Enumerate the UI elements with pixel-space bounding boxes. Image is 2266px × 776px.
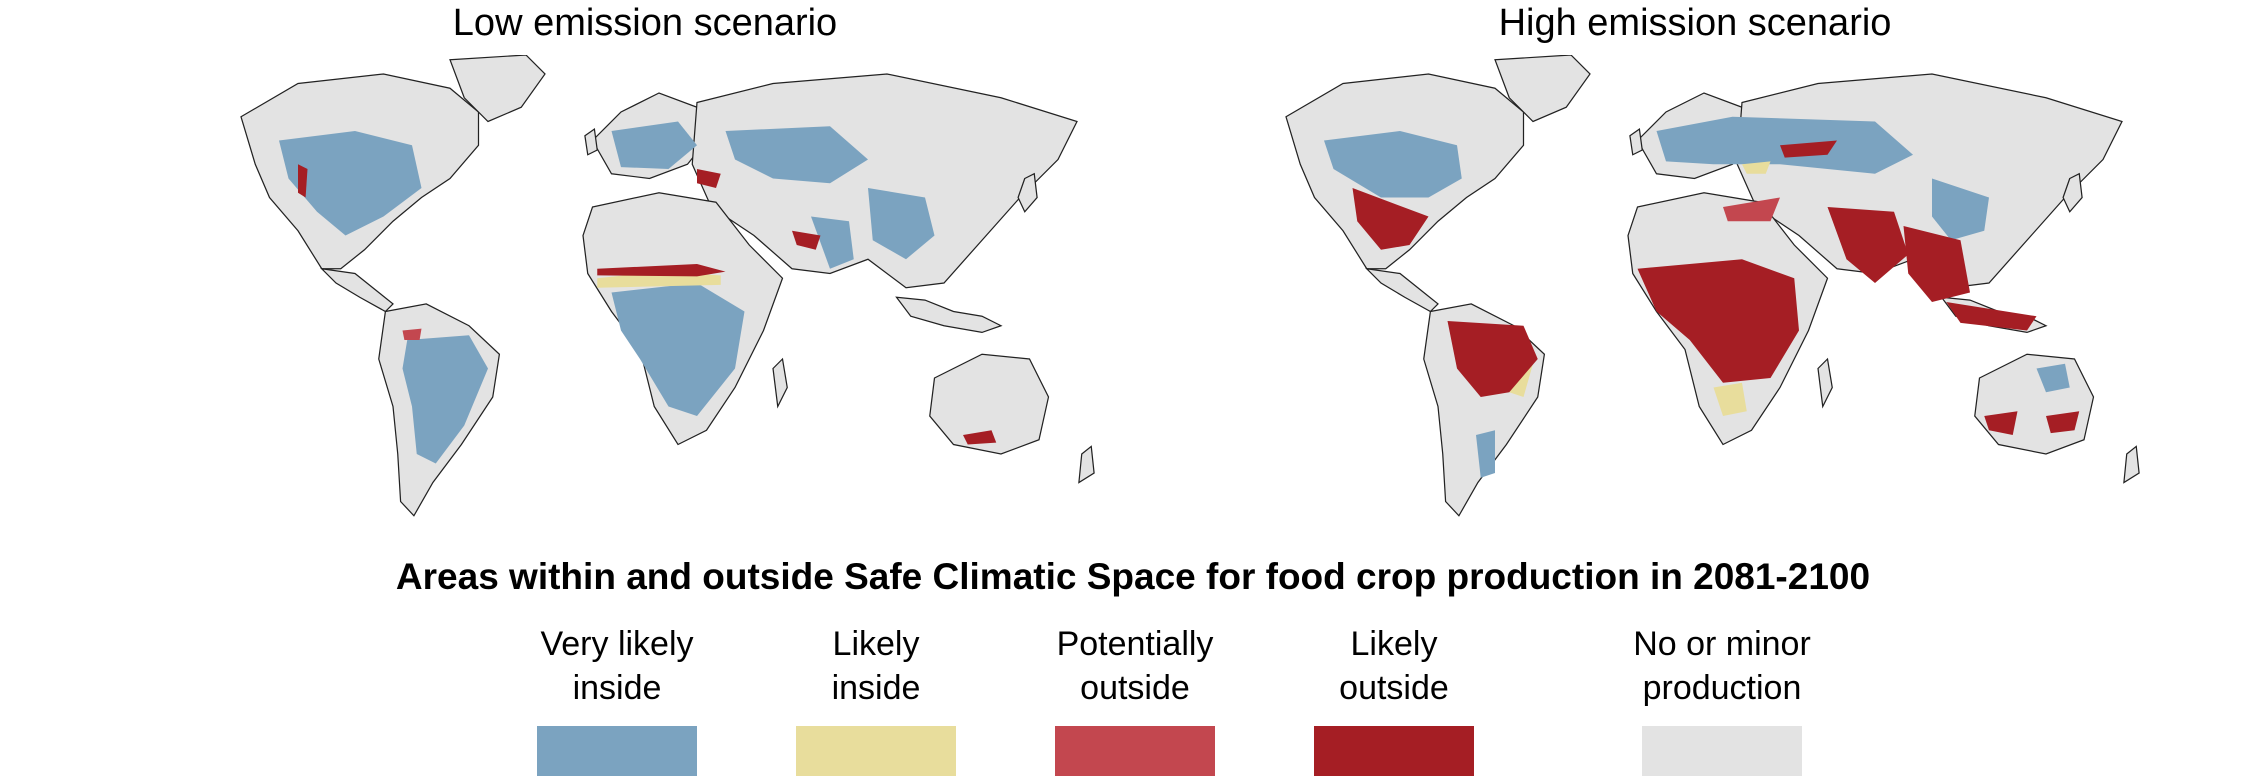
legend-swatch [1314, 726, 1474, 776]
legend-swatch [1055, 726, 1215, 776]
legend-label: Potentially outside [1056, 625, 1214, 707]
legend-swatch [1642, 726, 1802, 776]
legend-item-likely-inside: Likely inside [766, 620, 986, 776]
crop-regions-low [279, 121, 997, 464]
panel-title-high-emission: High emission scenario [1498, 2, 1892, 44]
legend-swatch [537, 726, 697, 776]
map-low-emission [240, 55, 1095, 517]
legend-label: Likely outside [1339, 625, 1449, 707]
legend-title: Areas within and outside Safe Climatic S… [395, 556, 1871, 597]
legend-item-no-or-minor-production: No or minor production [1612, 620, 1832, 776]
legend-item-potentially-outside: Potentially outside [1025, 620, 1245, 776]
legend-item-likely-outside: Likely outside [1284, 620, 1504, 776]
map-high-emission [1285, 55, 2140, 517]
legend-label: Likely inside [831, 625, 921, 707]
crop-regions-high [1324, 116, 2080, 478]
legend-item-very-likely-inside: Very likely inside [507, 620, 727, 776]
legend-label: No or minor production [1633, 625, 1811, 707]
panel-title-low-emission: Low emission scenario [452, 2, 838, 44]
legend-label: Very likely inside [540, 625, 694, 707]
legend-swatch [796, 726, 956, 776]
